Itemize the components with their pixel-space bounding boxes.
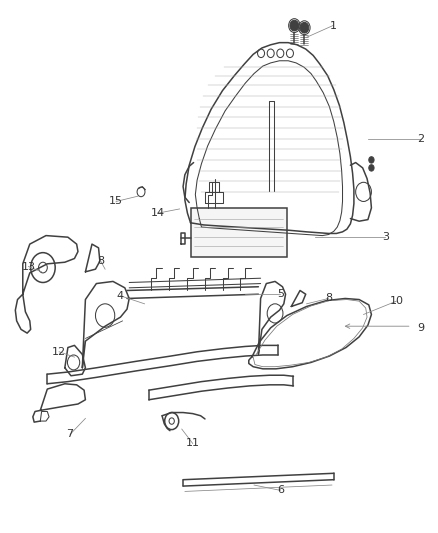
Text: 10: 10 <box>389 296 403 306</box>
Circle shape <box>300 22 309 33</box>
Circle shape <box>290 20 299 31</box>
Text: 2: 2 <box>417 134 424 143</box>
Circle shape <box>369 157 374 163</box>
Text: 5: 5 <box>277 289 284 299</box>
Circle shape <box>369 165 374 171</box>
Text: 15: 15 <box>109 197 123 206</box>
Text: 8: 8 <box>325 294 332 303</box>
Text: 8: 8 <box>97 256 104 266</box>
Text: 6: 6 <box>277 486 284 495</box>
Text: 13: 13 <box>21 262 35 271</box>
Text: 3: 3 <box>382 232 389 242</box>
Text: 4: 4 <box>117 291 124 301</box>
Text: 7: 7 <box>67 430 74 439</box>
Text: 9: 9 <box>417 323 424 333</box>
Text: 11: 11 <box>186 439 200 448</box>
FancyBboxPatch shape <box>191 208 287 257</box>
Text: 12: 12 <box>52 347 66 357</box>
Text: 1: 1 <box>329 21 336 30</box>
Text: 14: 14 <box>151 208 165 218</box>
